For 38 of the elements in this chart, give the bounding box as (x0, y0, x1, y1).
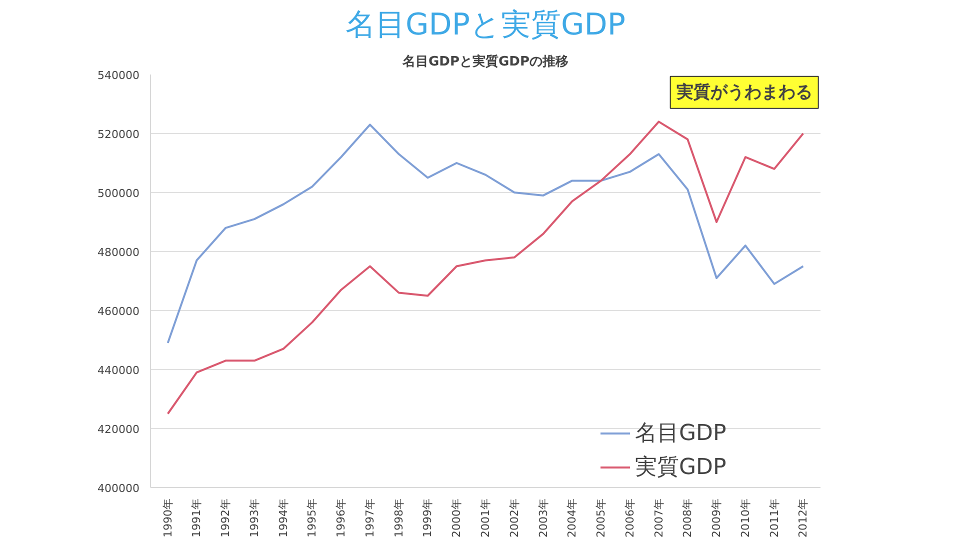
legend-label: 名目GDP (635, 420, 726, 448)
y-tick-label: 460000 (98, 305, 140, 318)
x-tick-label: 1996年 (334, 498, 348, 538)
x-tick-label: 1997年 (363, 498, 376, 538)
chart-subtitle: 名目GDPと実質GDPの推移 (402, 54, 568, 70)
x-tick-label: 1991年 (190, 498, 204, 538)
x-tick-label: 1993年 (248, 498, 261, 538)
line-series (166, 120, 804, 415)
y-tick-label: 420000 (98, 423, 140, 436)
x-tick-label: 2006年 (623, 498, 636, 538)
x-tick-label: 2002年 (508, 498, 521, 538)
x-tick-label: 2004年 (566, 498, 579, 538)
x-tick-label: 2009年 (710, 498, 724, 538)
y-tick-label: 440000 (98, 364, 140, 377)
x-tick-label: 2003年 (536, 498, 550, 538)
x-tick-label: 1992年 (219, 498, 232, 538)
annotation: 実質がうわまわる (675, 82, 812, 102)
y-tick-label: 480000 (98, 246, 140, 259)
y-tick-label: 400000 (98, 482, 140, 495)
chart-title: 名目GDPと実質GDP (346, 8, 626, 42)
x-tick-label: 1994年 (276, 498, 290, 538)
x-tick-label: 2005年 (594, 498, 608, 538)
x-tick-label: 2001年 (479, 498, 492, 538)
x-tick-label: 1999年 (421, 498, 434, 538)
x-tick-label: 2008年 (681, 498, 694, 538)
x-tick-label: 1998年 (392, 498, 406, 538)
x-tick-label: 2000年 (450, 498, 464, 538)
x-tick-label: 2012年 (796, 498, 810, 538)
x-tick-label: 1990年 (161, 498, 174, 538)
y-tick-label: 540000 (98, 69, 140, 82)
legend-label: 実質GDP (635, 454, 726, 482)
y-tick-label: 500000 (98, 187, 140, 200)
x-tick-label: 2011年 (768, 498, 781, 538)
line-series (166, 124, 804, 344)
x-tick-label: 2010年 (738, 498, 752, 538)
x-tick-label: 1995年 (306, 498, 319, 538)
y-tick-label: 520000 (98, 128, 140, 141)
x-tick-label: 2007年 (652, 498, 666, 538)
